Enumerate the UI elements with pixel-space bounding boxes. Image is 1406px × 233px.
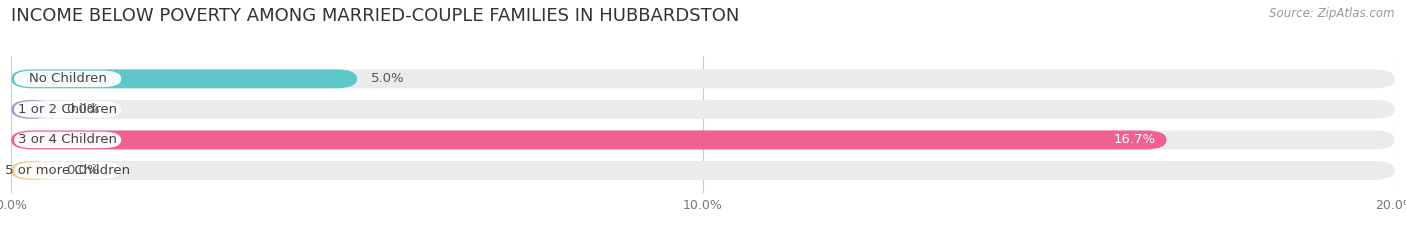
FancyBboxPatch shape — [11, 100, 1395, 119]
FancyBboxPatch shape — [14, 71, 121, 87]
FancyBboxPatch shape — [11, 69, 1395, 88]
FancyBboxPatch shape — [14, 132, 121, 148]
FancyBboxPatch shape — [11, 100, 53, 119]
Text: 3 or 4 Children: 3 or 4 Children — [18, 134, 117, 146]
FancyBboxPatch shape — [11, 161, 53, 180]
FancyBboxPatch shape — [11, 161, 1395, 180]
Text: 0.0%: 0.0% — [66, 103, 100, 116]
Text: 5.0%: 5.0% — [371, 72, 405, 85]
FancyBboxPatch shape — [14, 162, 121, 179]
Text: No Children: No Children — [28, 72, 107, 85]
Text: 0.0%: 0.0% — [66, 164, 100, 177]
Text: Source: ZipAtlas.com: Source: ZipAtlas.com — [1270, 7, 1395, 20]
FancyBboxPatch shape — [14, 101, 121, 118]
FancyBboxPatch shape — [11, 130, 1395, 149]
Text: 16.7%: 16.7% — [1114, 134, 1156, 146]
Text: INCOME BELOW POVERTY AMONG MARRIED-COUPLE FAMILIES IN HUBBARDSTON: INCOME BELOW POVERTY AMONG MARRIED-COUPL… — [11, 7, 740, 25]
Text: 1 or 2 Children: 1 or 2 Children — [18, 103, 117, 116]
FancyBboxPatch shape — [11, 69, 357, 88]
Text: 5 or more Children: 5 or more Children — [6, 164, 131, 177]
FancyBboxPatch shape — [11, 130, 1167, 149]
